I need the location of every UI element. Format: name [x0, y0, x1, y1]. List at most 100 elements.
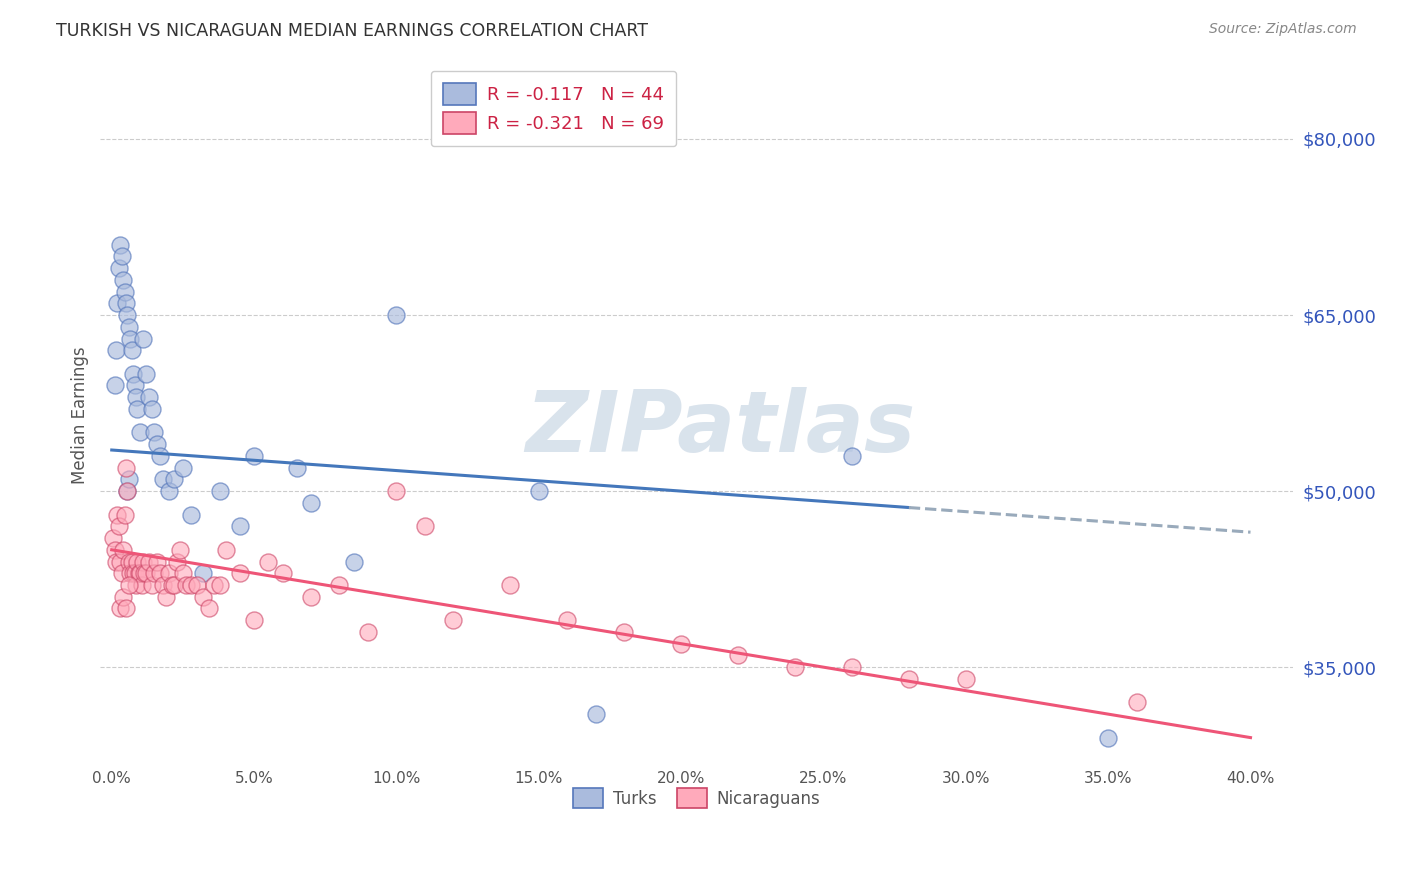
Point [117, 484, 139, 499]
Point [585, 707, 607, 722]
Point [134, 566, 156, 581]
Point [149, 566, 172, 581]
Point [114, 285, 136, 299]
Point [169, 542, 191, 557]
Text: Source: ZipAtlas.com: Source: ZipAtlas.com [1209, 22, 1357, 37]
Point [131, 578, 153, 592]
Point [124, 566, 146, 581]
Point [105, 555, 128, 569]
Point [146, 437, 169, 451]
Point [115, 460, 138, 475]
Point [120, 566, 142, 581]
Point [441, 613, 464, 627]
Point [385, 308, 408, 322]
Point [257, 555, 280, 569]
Point [166, 555, 188, 569]
Text: TURKISH VS NICARAGUAN MEDIAN EARNINGS CORRELATION CHART: TURKISH VS NICARAGUAN MEDIAN EARNINGS CO… [56, 22, 648, 40]
Point [108, 261, 131, 276]
Point [328, 578, 350, 592]
Point [285, 460, 308, 475]
Point [152, 472, 174, 486]
Point [115, 296, 138, 310]
Point [118, 578, 141, 592]
Point [174, 578, 197, 592]
Point [229, 566, 252, 581]
Point [669, 637, 692, 651]
Point [117, 484, 139, 499]
Point [103, 378, 125, 392]
Point [101, 531, 124, 545]
Point [141, 578, 163, 592]
Point [357, 624, 380, 639]
Point [271, 566, 294, 581]
Point [121, 343, 143, 358]
Point [499, 578, 522, 592]
Point [163, 472, 186, 486]
Point [112, 590, 135, 604]
Point [121, 555, 143, 569]
Point [127, 555, 149, 569]
Point [149, 449, 172, 463]
Point [299, 496, 322, 510]
Point [118, 555, 141, 569]
Point [155, 590, 177, 604]
Point [955, 672, 977, 686]
Point [110, 601, 132, 615]
Point [120, 331, 142, 345]
Point [191, 590, 214, 604]
Point [841, 660, 863, 674]
Point [243, 613, 266, 627]
Point [114, 508, 136, 522]
Point [117, 308, 139, 322]
Point [160, 578, 183, 592]
Point [103, 542, 125, 557]
Point [122, 566, 145, 581]
Point [105, 343, 128, 358]
Point [214, 542, 236, 557]
Point [172, 460, 194, 475]
Point [122, 367, 145, 381]
Point [555, 613, 578, 627]
Point [110, 237, 132, 252]
Point [208, 484, 231, 499]
Point [128, 566, 150, 581]
Legend: Turks, Nicaraguans: Turks, Nicaraguans [567, 781, 827, 815]
Point [186, 578, 208, 592]
Point [152, 578, 174, 592]
Point [157, 566, 180, 581]
Point [110, 555, 132, 569]
Text: ZIPatlas: ZIPatlas [526, 387, 915, 470]
Point [135, 367, 157, 381]
Point [127, 401, 149, 416]
Point [243, 449, 266, 463]
Point [107, 508, 129, 522]
Point [208, 578, 231, 592]
Point [138, 555, 160, 569]
Point [111, 566, 134, 581]
Point [143, 566, 166, 581]
Point [124, 378, 146, 392]
Point [727, 648, 749, 663]
Point [107, 296, 129, 310]
Point [385, 484, 408, 499]
Point [129, 425, 152, 440]
Point [118, 319, 141, 334]
Point [841, 449, 863, 463]
Point [135, 566, 157, 581]
Point [111, 249, 134, 263]
Point [132, 555, 155, 569]
Point [112, 273, 135, 287]
Point [157, 484, 180, 499]
Point [146, 555, 169, 569]
Point [172, 566, 194, 581]
Point [343, 555, 366, 569]
Point [413, 519, 436, 533]
Point [897, 672, 920, 686]
Point [163, 578, 186, 592]
Point [202, 578, 225, 592]
Point [783, 660, 806, 674]
Point [191, 566, 214, 581]
Point [129, 566, 152, 581]
Y-axis label: Median Earnings: Median Earnings [72, 346, 89, 483]
Point [299, 590, 322, 604]
